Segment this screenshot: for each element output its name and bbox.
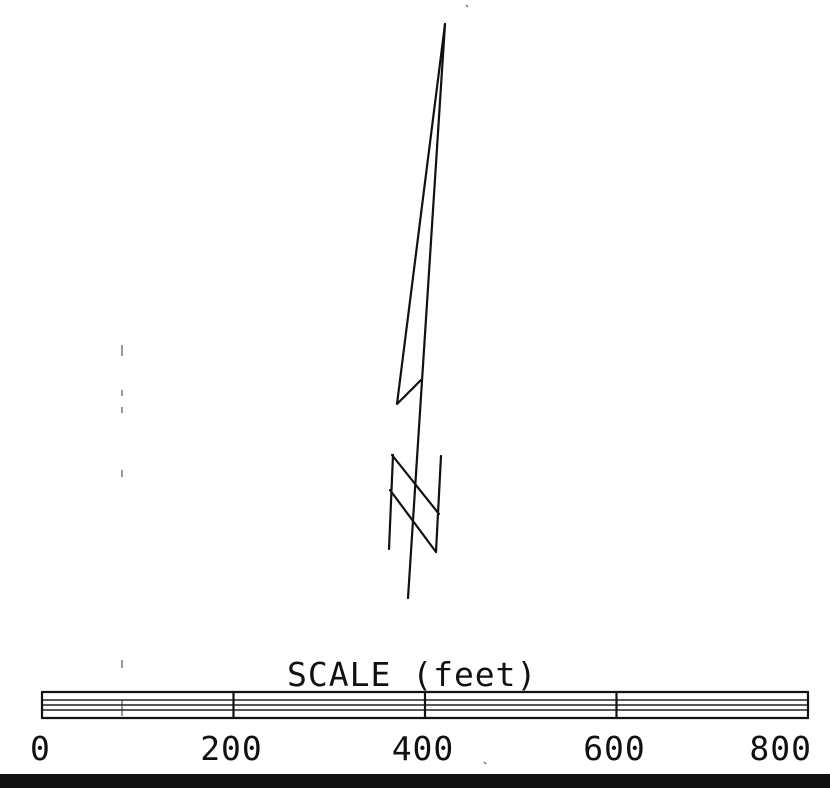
scale-tick-label: 600 xyxy=(583,729,646,768)
north-arrow-icon xyxy=(387,22,447,600)
scale-tick-label: 0 xyxy=(30,729,51,768)
scan-specks xyxy=(121,4,487,765)
north-arrow-break-marks xyxy=(387,453,443,554)
scale-tick-labels: 0 200 400 600 800 xyxy=(30,729,812,768)
scale-tick-label: 800 xyxy=(749,729,812,768)
scale-bar-body xyxy=(40,690,810,720)
scale-title: SCALE (feet) xyxy=(287,655,537,694)
scale-tick-label: 400 xyxy=(392,729,455,768)
scale-bar: SCALE (feet) 0 200 400 600 800 xyxy=(30,655,812,768)
page-bottom-border xyxy=(0,774,830,788)
north-arrow-barb xyxy=(395,22,447,406)
scale-tick-label: 200 xyxy=(200,729,263,768)
north-arrow-shaft xyxy=(406,22,447,600)
